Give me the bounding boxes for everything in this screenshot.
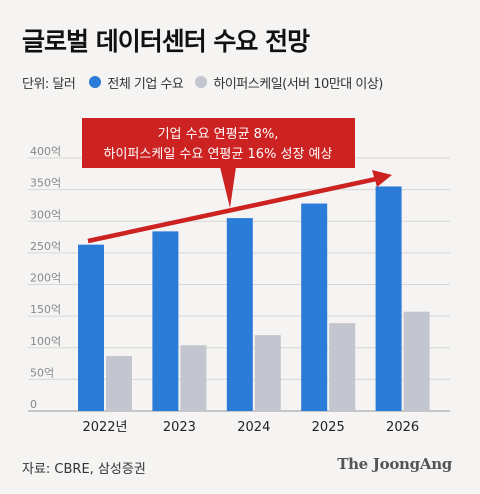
- bar-hyperscale-4: [403, 311, 430, 411]
- legend-swatch-enterprise: [89, 76, 102, 88]
- bar-hyperscale-1: [180, 345, 207, 411]
- bar-hyperscale-2: [254, 335, 281, 411]
- trend-arrow-layer: [87, 170, 392, 244]
- source-note: 자료: CBRE, 삼성증권: [22, 462, 146, 477]
- legend-item-enterprise: 전체 기업 수요: [89, 73, 184, 92]
- x-tick-label: 2025: [312, 420, 345, 435]
- annotation-pointer: [220, 167, 236, 208]
- y-tick-label: 300억: [30, 208, 61, 221]
- unit-label: 단위: 달러: [22, 76, 76, 92]
- publisher-logo: The JoongAng: [337, 455, 452, 473]
- chart-title: 글로벌 데이터센터 수요 전망: [22, 27, 310, 56]
- trend-arrow-line: [87, 176, 377, 244]
- annotation-box: [82, 118, 355, 168]
- legend-label-hyperscale: 하이퍼스케일(서버 10만대 이상): [213, 76, 383, 92]
- y-tick-label: 0: [30, 398, 37, 411]
- y-tick-label: 50억: [30, 366, 54, 379]
- bar-hyperscale-0: [106, 355, 132, 411]
- x-tick-label: 2023: [163, 420, 196, 435]
- bar-enterprise-1: [152, 231, 179, 411]
- annotation-line-1: 기업 수요 연평균 8%,: [158, 127, 279, 142]
- bar-enterprise-0: [78, 244, 104, 411]
- bar-hyperscale-3: [329, 323, 356, 411]
- y-tick-label: 250억: [30, 240, 61, 253]
- legend-item-hyperscale: 하이퍼스케일(서버 10만대 이상): [195, 73, 383, 92]
- y-tick-label: 200억: [30, 272, 61, 285]
- legend: 단위: 달러 전체 기업 수요 하이퍼스케일(서버 10만대 이상): [22, 72, 395, 92]
- x-tick-labels: 2022년 2023 2024 2025 2026: [82, 420, 419, 435]
- x-tick-label: 2024: [237, 420, 270, 435]
- annotation-line-2: 하이퍼스케일 수요 연평균 16% 성장 예상: [104, 147, 333, 162]
- bar-enterprise-2: [226, 218, 253, 411]
- x-tick-label: 2022년: [82, 420, 127, 435]
- y-tick-label: 350억: [30, 177, 61, 190]
- legend-swatch-hyperscale: [195, 76, 208, 88]
- x-tick-label: 2026: [386, 420, 419, 435]
- bars-layer: [78, 186, 430, 411]
- bar-enterprise-4: [375, 186, 402, 411]
- trend-arrow-head: [372, 170, 392, 187]
- y-tick-label: 400억: [30, 145, 61, 158]
- annotation-layer: 기업 수요 연평균 8%, 하이퍼스케일 수요 연평균 16% 성장 예상: [82, 118, 355, 208]
- bar-enterprise-3: [301, 203, 328, 411]
- y-tick-label: 100억: [30, 335, 61, 348]
- legend-label-enterprise: 전체 기업 수요: [107, 76, 184, 92]
- y-tick-label: 150억: [30, 303, 61, 316]
